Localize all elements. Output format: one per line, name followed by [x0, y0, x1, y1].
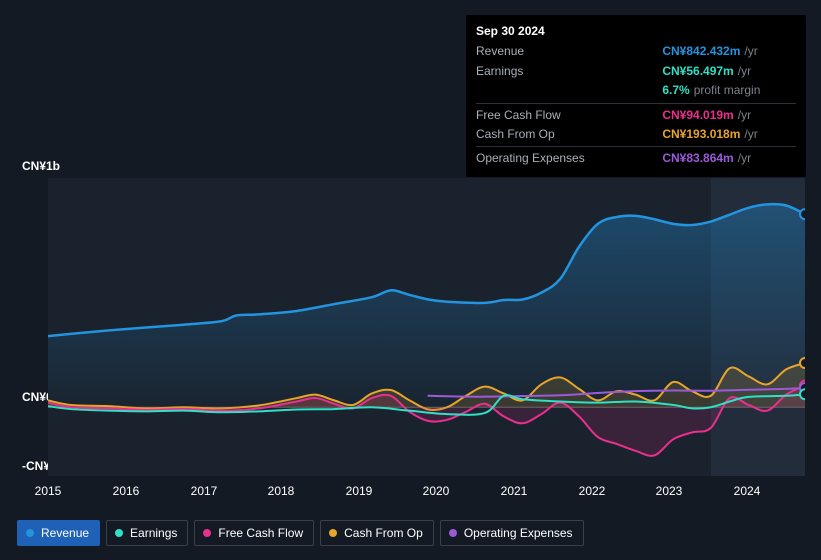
chart-legend: Revenue Earnings Free Cash Flow Cash From O…	[17, 520, 584, 546]
legend-dot-icon	[203, 529, 211, 537]
tooltip-row-label: Revenue	[476, 42, 662, 61]
x-axis-tick-label: 2021	[501, 484, 528, 498]
x-axis-tick-label: 2020	[423, 484, 450, 498]
tooltip-row-value: CN¥94.019m/yr	[662, 103, 796, 125]
x-axis-tick-label: 2022	[579, 484, 606, 498]
tooltip-date: Sep 30 2024	[476, 23, 796, 40]
x-axis-tick-label: 2016	[113, 484, 140, 498]
legend-label: Revenue	[41, 526, 89, 540]
x-axis-tick-label: 2018	[268, 484, 295, 498]
tooltip-row-label: Operating Expenses	[476, 147, 662, 169]
legend-item-free-cash-flow[interactable]: Free Cash Flow	[194, 520, 314, 546]
tooltip-row-value: CN¥83.864m/yr	[662, 147, 796, 169]
series-marker-earnings	[800, 389, 805, 399]
legend-item-earnings[interactable]: Earnings	[106, 520, 188, 546]
tooltip-row-value: CN¥56.497m/yr	[662, 62, 796, 81]
tooltip-row-label: Free Cash Flow	[476, 103, 662, 125]
x-axis-tick-label: 2023	[656, 484, 683, 498]
legend-label: Operating Expenses	[464, 526, 573, 540]
legend-label: Cash From Op	[344, 526, 423, 540]
legend-dot-icon	[329, 529, 337, 537]
tooltip-row-value: CN¥842.432m/yr	[662, 42, 796, 61]
tooltip-row-label: Earnings	[476, 62, 662, 81]
tooltip-row-value: CN¥193.018m/yr	[662, 125, 796, 147]
series-marker-revenue	[800, 209, 805, 219]
legend-dot-icon	[115, 529, 123, 537]
x-axis-tick-label: 2017	[191, 484, 218, 498]
legend-label: Free Cash Flow	[218, 526, 303, 540]
financials-chart	[48, 178, 805, 476]
legend-dot-icon	[449, 529, 457, 537]
x-axis-tick-label: 2019	[346, 484, 373, 498]
legend-item-cash-from-op[interactable]: Cash From Op	[320, 520, 434, 546]
x-axis-tick-label: 2024	[734, 484, 761, 498]
x-axis-labels: 2015 2016 2017 2018 2019 2020 2021 2022 2023 2024	[0, 484, 821, 500]
x-axis-tick-label: 2015	[35, 484, 62, 498]
legend-item-operating-expenses[interactable]: Operating Expenses	[440, 520, 584, 546]
tooltip-profit-margin: 6.7%profit margin	[662, 81, 796, 103]
tooltip-row-label: Cash From Op	[476, 125, 662, 147]
chart-tooltip: Sep 30 2024 RevenueCN¥842.432m/yrEarning…	[466, 15, 806, 177]
legend-label: Earnings	[130, 526, 177, 540]
series-marker-cash-from-op	[800, 358, 805, 368]
legend-item-revenue[interactable]: Revenue	[17, 520, 100, 546]
legend-dot-icon	[26, 529, 34, 537]
y-axis-tick-label: CN¥1b	[22, 159, 60, 173]
